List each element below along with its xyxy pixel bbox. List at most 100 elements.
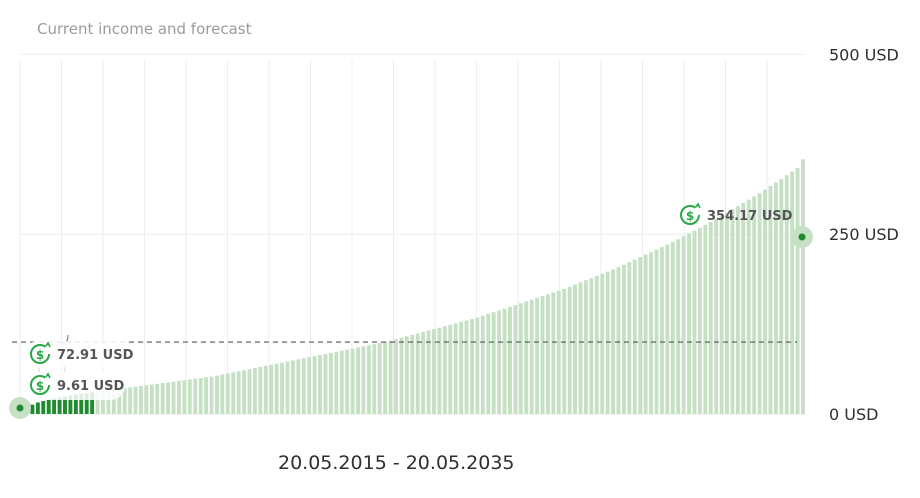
bar-forecast[interactable] xyxy=(578,282,583,414)
bar-current[interactable] xyxy=(41,401,46,414)
bar-current[interactable] xyxy=(73,394,78,414)
bar-current[interactable] xyxy=(90,392,95,414)
bar-forecast[interactable] xyxy=(638,257,643,414)
bar-forecast[interactable] xyxy=(703,224,708,414)
bar-forecast[interactable] xyxy=(763,189,767,414)
bar-forecast[interactable] xyxy=(171,381,176,414)
bar-forecast[interactable] xyxy=(725,212,729,414)
bar-current[interactable] xyxy=(79,393,84,414)
end-callout[interactable]: $ 354.17 USD xyxy=(680,202,793,225)
bar-forecast[interactable] xyxy=(708,221,713,414)
bar-forecast[interactable] xyxy=(220,374,225,414)
bar-forecast[interactable] xyxy=(605,271,610,414)
bar-forecast[interactable] xyxy=(470,319,474,414)
bar-forecast[interactable] xyxy=(649,252,654,414)
bar-forecast[interactable] xyxy=(111,389,116,414)
bar-current[interactable] xyxy=(30,404,35,414)
bar-forecast[interactable] xyxy=(676,239,681,414)
bar-forecast[interactable] xyxy=(714,219,719,414)
bar-forecast[interactable] xyxy=(752,196,757,414)
bar-current[interactable] xyxy=(63,396,67,414)
bar-forecast[interactable] xyxy=(339,350,344,414)
bar-forecast[interactable] xyxy=(274,363,279,414)
bar-forecast[interactable] xyxy=(149,384,154,414)
bar-forecast[interactable] xyxy=(95,391,100,414)
bar-forecast[interactable] xyxy=(719,215,724,414)
bar-forecast[interactable] xyxy=(643,254,648,414)
bar-forecast[interactable] xyxy=(166,382,171,414)
bar-forecast[interactable] xyxy=(296,359,301,414)
bar-forecast[interactable] xyxy=(252,367,257,414)
bar-current[interactable] xyxy=(35,402,40,414)
bar-forecast[interactable] xyxy=(475,317,480,414)
bar-forecast[interactable] xyxy=(497,310,502,414)
bar-forecast[interactable] xyxy=(117,388,122,414)
bar-forecast[interactable] xyxy=(280,362,285,414)
bar-forecast[interactable] xyxy=(394,339,398,414)
bar-forecast[interactable] xyxy=(328,352,333,414)
bar-forecast[interactable] xyxy=(486,314,491,414)
bar-forecast[interactable] xyxy=(133,386,138,414)
bar-forecast[interactable] xyxy=(746,199,751,414)
bar-forecast[interactable] xyxy=(404,336,409,414)
bar-forecast[interactable] xyxy=(795,168,800,414)
bar-forecast[interactable] xyxy=(697,227,702,414)
bar-forecast[interactable] xyxy=(670,242,675,414)
bar-forecast[interactable] xyxy=(790,171,795,414)
bar-forecast[interactable] xyxy=(214,375,219,414)
bar-forecast[interactable] xyxy=(562,288,567,414)
bar-forecast[interactable] xyxy=(627,262,632,414)
bar-forecast[interactable] xyxy=(307,357,312,414)
bar-forecast[interactable] xyxy=(681,236,686,414)
bar-forecast[interactable] xyxy=(583,280,588,414)
bar-forecast[interactable] xyxy=(372,344,377,414)
start-callout[interactable]: $ 9.61 USD xyxy=(25,372,125,400)
bar-forecast[interactable] xyxy=(611,269,616,414)
bar-forecast[interactable] xyxy=(621,264,626,414)
bar-forecast[interactable] xyxy=(546,294,550,414)
bar-forecast[interactable] xyxy=(654,249,659,414)
bar-forecast[interactable] xyxy=(106,390,111,414)
mid-callout[interactable]: $ 72.91 USD xyxy=(25,341,135,367)
bar-forecast[interactable] xyxy=(432,329,436,414)
bar-forecast[interactable] xyxy=(491,312,496,414)
bar-forecast[interactable] xyxy=(350,348,355,414)
bar-forecast[interactable] xyxy=(285,361,290,415)
bar-forecast[interactable] xyxy=(442,326,447,414)
bar-forecast[interactable] xyxy=(535,297,540,414)
bar-forecast[interactable] xyxy=(448,324,453,414)
bar-forecast[interactable] xyxy=(741,202,746,414)
bar-forecast[interactable] xyxy=(345,349,350,414)
bar-forecast[interactable] xyxy=(263,365,268,414)
bar-forecast[interactable] xyxy=(388,340,393,414)
bar-forecast[interactable] xyxy=(290,360,295,414)
bar-forecast[interactable] xyxy=(323,353,328,414)
bar-forecast[interactable] xyxy=(383,342,388,414)
bar-forecast[interactable] xyxy=(155,383,160,414)
bar-forecast[interactable] xyxy=(551,292,556,414)
bar-forecast[interactable] xyxy=(773,182,778,414)
bar-forecast[interactable] xyxy=(415,333,420,414)
bar-forecast[interactable] xyxy=(801,159,805,414)
bar-forecast[interactable] xyxy=(377,343,382,414)
bar-forecast[interactable] xyxy=(529,299,534,414)
bar-forecast[interactable] xyxy=(318,355,322,414)
bar-forecast[interactable] xyxy=(513,305,518,414)
bar-forecast[interactable] xyxy=(399,337,404,414)
bar-forecast[interactable] xyxy=(236,371,241,414)
bar-forecast[interactable] xyxy=(665,244,670,414)
bar-current[interactable] xyxy=(84,393,89,414)
bar-forecast[interactable] xyxy=(269,364,274,414)
bar-forecast[interactable] xyxy=(182,380,187,414)
bar-forecast[interactable] xyxy=(518,303,523,414)
bar-forecast[interactable] xyxy=(730,209,735,414)
bar-forecast[interactable] xyxy=(426,330,431,414)
bar-current[interactable] xyxy=(68,395,73,414)
bar-forecast[interactable] xyxy=(198,378,203,414)
bar-forecast[interactable] xyxy=(209,376,214,414)
bar-forecast[interactable] xyxy=(101,390,105,414)
bar-forecast[interactable] xyxy=(556,290,561,414)
bar-forecast[interactable] xyxy=(242,370,247,414)
bar-forecast[interactable] xyxy=(144,385,149,414)
bar-forecast[interactable] xyxy=(768,186,773,414)
